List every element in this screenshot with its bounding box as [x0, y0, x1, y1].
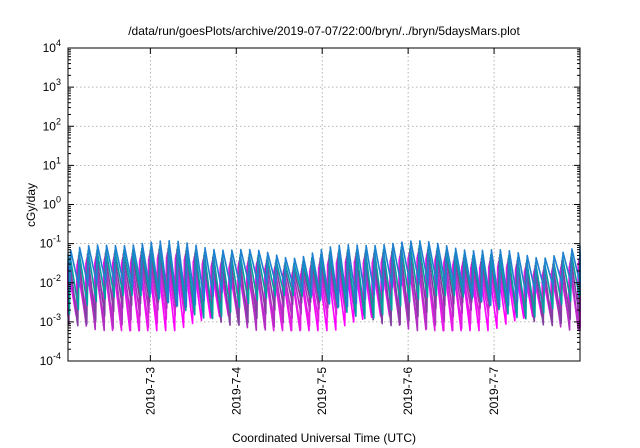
y-tick-label: 100	[43, 195, 61, 212]
chart-title: /data/run/goesPlots/archive/2019-07-07/2…	[128, 24, 520, 38]
y-tick-base: 10	[40, 237, 54, 251]
y-tick-label: 103	[43, 77, 61, 94]
y-tick-base: 10	[40, 276, 54, 290]
y-tick-exponent: -1	[53, 234, 61, 244]
x-tick-label: 2019-7-3	[143, 367, 157, 415]
y-tick-base: 10	[43, 198, 57, 212]
y-tick-exponent: 1	[56, 155, 61, 165]
series-line-6	[67, 240, 581, 308]
y-tick-exponent: -2	[53, 273, 61, 283]
y-tick-base: 10	[43, 158, 57, 172]
y-tick-base: 10	[40, 315, 54, 329]
x-tick-label: 2019-7-5	[315, 367, 329, 415]
y-tick-exponent: 0	[56, 195, 61, 205]
y-tick-exponent: -4	[53, 351, 61, 361]
y-tick-exponent: 3	[56, 77, 61, 87]
y-tick-label: 10-2	[40, 273, 61, 290]
y-tick-label: 101	[43, 155, 61, 172]
y-tick-label: 102	[43, 116, 61, 133]
y-tick-exponent: 2	[56, 116, 61, 126]
x-axis-title: Coordinated Universal Time (UTC)	[232, 431, 416, 445]
y-tick-exponent: -3	[53, 312, 61, 322]
x-tick-label: 2019-7-6	[401, 367, 415, 415]
y-tick-exponent: 4	[56, 38, 61, 48]
series-group	[67, 240, 581, 332]
y-tick-label: 10-1	[40, 234, 61, 251]
y-tick-label: 10-4	[40, 351, 61, 368]
y-tick-base: 10	[40, 354, 54, 368]
x-tick-label: 2019-7-4	[229, 367, 243, 415]
y-tick-label: 10-3	[40, 312, 61, 329]
y-tick-base: 10	[43, 80, 57, 94]
y-axis-title: cGy/day	[24, 183, 38, 227]
y-tick-base: 10	[43, 41, 57, 55]
y-tick-base: 10	[43, 119, 57, 133]
y-tick-label: 104	[43, 38, 61, 55]
x-tick-label: 2019-7-7	[487, 367, 501, 415]
